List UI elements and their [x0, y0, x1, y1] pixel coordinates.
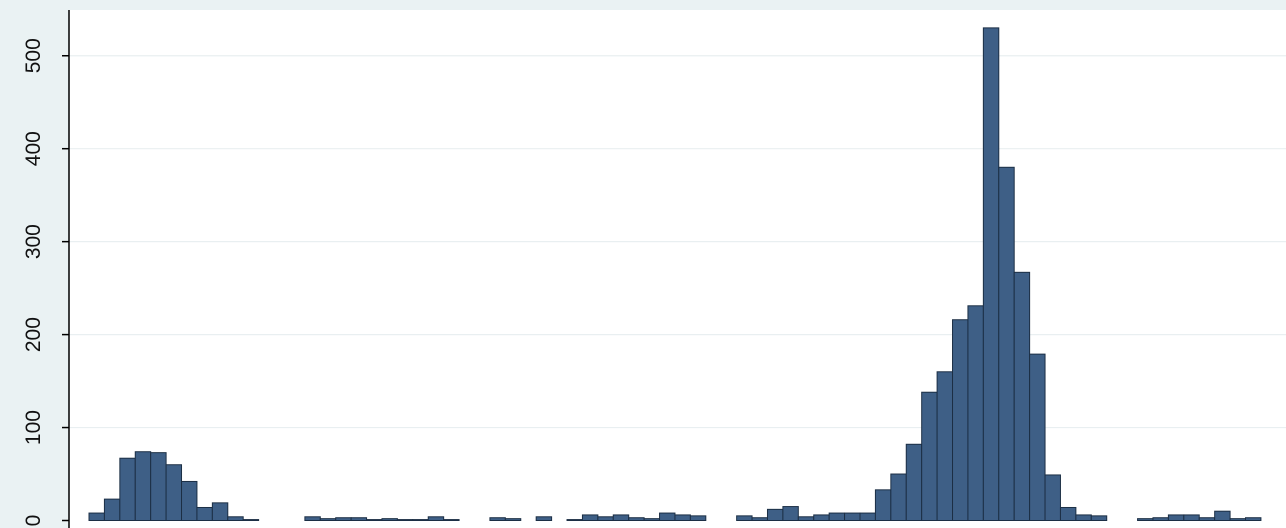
bar [504, 518, 522, 522]
bar [874, 489, 892, 521]
bar [967, 305, 984, 522]
bar [921, 391, 938, 522]
y-tick-label: 100 [22, 410, 45, 445]
bar [1059, 506, 1077, 521]
grid-lines [69, 55, 1286, 429]
bar [1044, 474, 1061, 522]
plot-area [69, 10, 1286, 528]
bar [489, 517, 506, 522]
bar [1137, 518, 1154, 522]
bar [982, 27, 1000, 522]
bar [119, 457, 136, 521]
bar [1090, 515, 1108, 521]
bar [936, 371, 954, 521]
bar [196, 506, 213, 521]
bar [766, 508, 784, 522]
bar [782, 506, 799, 521]
bar [443, 519, 460, 522]
bar [381, 518, 398, 522]
y-tick-label: 0 [22, 515, 45, 527]
bar [103, 498, 121, 521]
bar [1214, 510, 1231, 522]
bar [319, 518, 337, 522]
y-tick-label: 200 [22, 317, 45, 352]
bar [304, 516, 321, 522]
bar [412, 519, 429, 522]
bar [181, 480, 198, 521]
bar [659, 512, 676, 521]
y-tick-label: 300 [22, 224, 45, 259]
bar [628, 517, 645, 522]
bar [535, 516, 553, 522]
bar [736, 515, 753, 521]
bar [242, 519, 260, 522]
bar [350, 517, 368, 522]
bars [88, 27, 1262, 522]
bar [597, 516, 614, 522]
bar [1075, 514, 1092, 521]
bar [674, 514, 691, 521]
bar [998, 166, 1015, 521]
bar [952, 319, 969, 522]
bar [689, 515, 707, 521]
bar [905, 443, 923, 521]
y-tick-label: 400 [22, 131, 45, 166]
bar [366, 519, 383, 522]
bar [643, 518, 661, 522]
bar [1152, 517, 1169, 522]
bar [427, 516, 445, 522]
bar [813, 514, 830, 521]
bar [612, 514, 630, 521]
bar [1013, 271, 1031, 521]
bar [335, 517, 352, 522]
bar [1198, 517, 1216, 522]
bar [1167, 514, 1185, 521]
bar [227, 516, 244, 522]
bar [751, 517, 768, 522]
y-axis-ticks: 0 100 200 300 400 500 [22, 38, 69, 526]
bar [396, 519, 414, 522]
bar [581, 514, 599, 521]
bar [1029, 353, 1046, 521]
bar [211, 502, 229, 521]
bar [1183, 514, 1200, 521]
bar [165, 464, 183, 522]
bar [797, 516, 815, 522]
y-tick-label: 500 [22, 38, 45, 73]
bar [566, 519, 583, 522]
bar [890, 473, 907, 521]
bar [828, 512, 846, 521]
bar [150, 452, 167, 521]
bar [844, 512, 861, 521]
bar [88, 512, 105, 521]
bar [134, 451, 152, 521]
bar [1245, 517, 1262, 522]
bar [859, 512, 876, 521]
bar [1229, 518, 1246, 522]
